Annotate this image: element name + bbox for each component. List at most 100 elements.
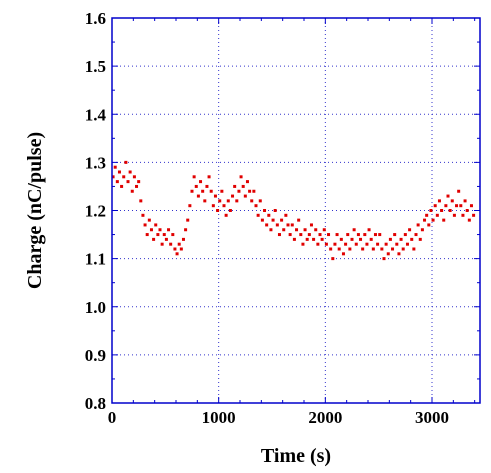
y-tick-labels: 0.8 0.9 1.0 1.1 1.2 1.3 1.4 1.5 1.6 [85,9,107,413]
data-point-0-138 [405,242,409,246]
data-point-0-48 [213,194,217,198]
data-point-0-80 [282,228,286,232]
data-point-0-60 [239,175,243,179]
data-point-0-76 [273,209,277,212]
data-point-0-152 [435,213,439,217]
data-point-0-156 [444,204,448,208]
data-point-0-21 [156,233,160,237]
data-point-0-140 [410,237,414,241]
data-point-0-34 [184,228,188,232]
data-point-0-91 [305,237,309,241]
x-tick-label-2: 2000 [308,408,342,427]
data-point-0-29 [173,247,177,251]
data-point-0-82 [286,223,290,227]
y-tick-label-1: 0.9 [85,346,106,365]
data-point-0-126 [380,247,384,251]
data-point-0-106 [337,247,341,251]
data-point-0-61 [241,184,245,188]
data-point-0-31 [177,242,181,246]
data-point-0-92 [307,233,311,237]
data-point-0-71 [263,209,267,212]
data-point-0-54 [226,199,230,203]
axis-ticks [111,17,480,404]
data-point-0-59 [237,189,241,193]
data-point-0-58 [235,199,239,203]
data-point-0-51 [220,189,224,193]
data-point-0-25 [164,237,168,241]
data-point-0-161 [455,204,459,208]
y-axis-title: Charge (nC/pulse) [24,132,46,289]
data-point-0-160 [452,213,456,217]
data-point-0-147 [425,213,429,217]
data-point-0-85 [292,237,296,241]
data-point-0-28 [171,233,175,237]
data-point-0-64 [248,189,252,193]
data-point-0-67 [254,204,258,208]
data-point-0-111 [348,247,352,251]
data-point-0-45 [207,175,211,179]
data-point-0-87 [297,218,301,222]
data-point-0-131 [391,247,395,251]
data-point-0-57 [233,184,237,188]
data-point-0-130 [388,237,392,241]
data-point-0-127 [382,257,386,261]
data-point-0-113 [352,228,356,232]
data-point-0-163 [459,204,463,208]
data-point-0-86 [295,228,299,232]
x-axis-title: Time (s) [261,445,331,467]
data-point-0-46 [209,189,213,193]
data-point-0-56 [231,194,235,198]
data-point-0-74 [269,228,273,232]
data-point-0-99 [322,228,326,232]
data-point-0-81 [284,213,288,217]
y-tick-label-7: 1.5 [85,57,106,76]
data-point-0-11 [135,184,139,188]
data-point-0-78 [277,233,281,237]
data-point-0-93 [309,223,313,227]
data-point-0-4 [120,184,124,188]
data-point-0-52 [222,204,226,208]
data-point-0-165 [463,199,467,203]
data-point-0-169 [472,213,476,217]
data-point-0-10 [132,175,136,179]
data-point-0-153 [437,199,441,203]
data-point-0-13 [139,199,143,203]
data-point-0-88 [299,233,303,237]
data-point-0-53 [224,213,228,217]
data-point-0-135 [399,237,403,241]
data-point-0-129 [386,252,390,256]
data-point-0-2 [115,180,119,184]
x-tick-labels: 0 1000 2000 3000 [108,408,449,427]
data-point-0-30 [175,252,179,256]
data-point-0-117 [361,247,365,251]
data-point-0-116 [359,237,363,241]
data-point-0-73 [267,213,271,217]
data-point-0-134 [397,252,401,256]
data-point-0-22 [158,228,162,232]
data-point-0-118 [363,233,367,237]
data-point-0-62 [243,194,247,198]
data-point-0-145 [420,228,424,232]
data-point-0-20 [154,223,158,227]
data-point-0-47 [211,204,215,208]
data-point-0-123 [373,233,377,237]
data-point-0-95 [314,228,318,232]
data-point-0-41 [199,180,203,184]
data-point-0-110 [346,233,350,237]
data-point-0-166 [465,209,469,212]
data-point-0-23 [160,242,164,246]
data-point-0-150 [431,218,435,222]
data-point-0-157 [446,194,450,198]
data-point-0-44 [205,184,209,188]
data-point-0-16 [145,233,149,237]
data-point-0-164 [461,213,465,217]
data-point-0-154 [440,209,444,212]
data-point-0-94 [312,237,316,241]
data-point-0-141 [412,247,416,251]
data-point-0-83 [288,233,292,237]
data-point-0-70 [260,218,264,222]
data-point-0-148 [427,223,431,227]
data-point-0-155 [442,218,446,222]
data-point-0-103 [331,257,335,261]
data-point-0-77 [275,223,279,227]
